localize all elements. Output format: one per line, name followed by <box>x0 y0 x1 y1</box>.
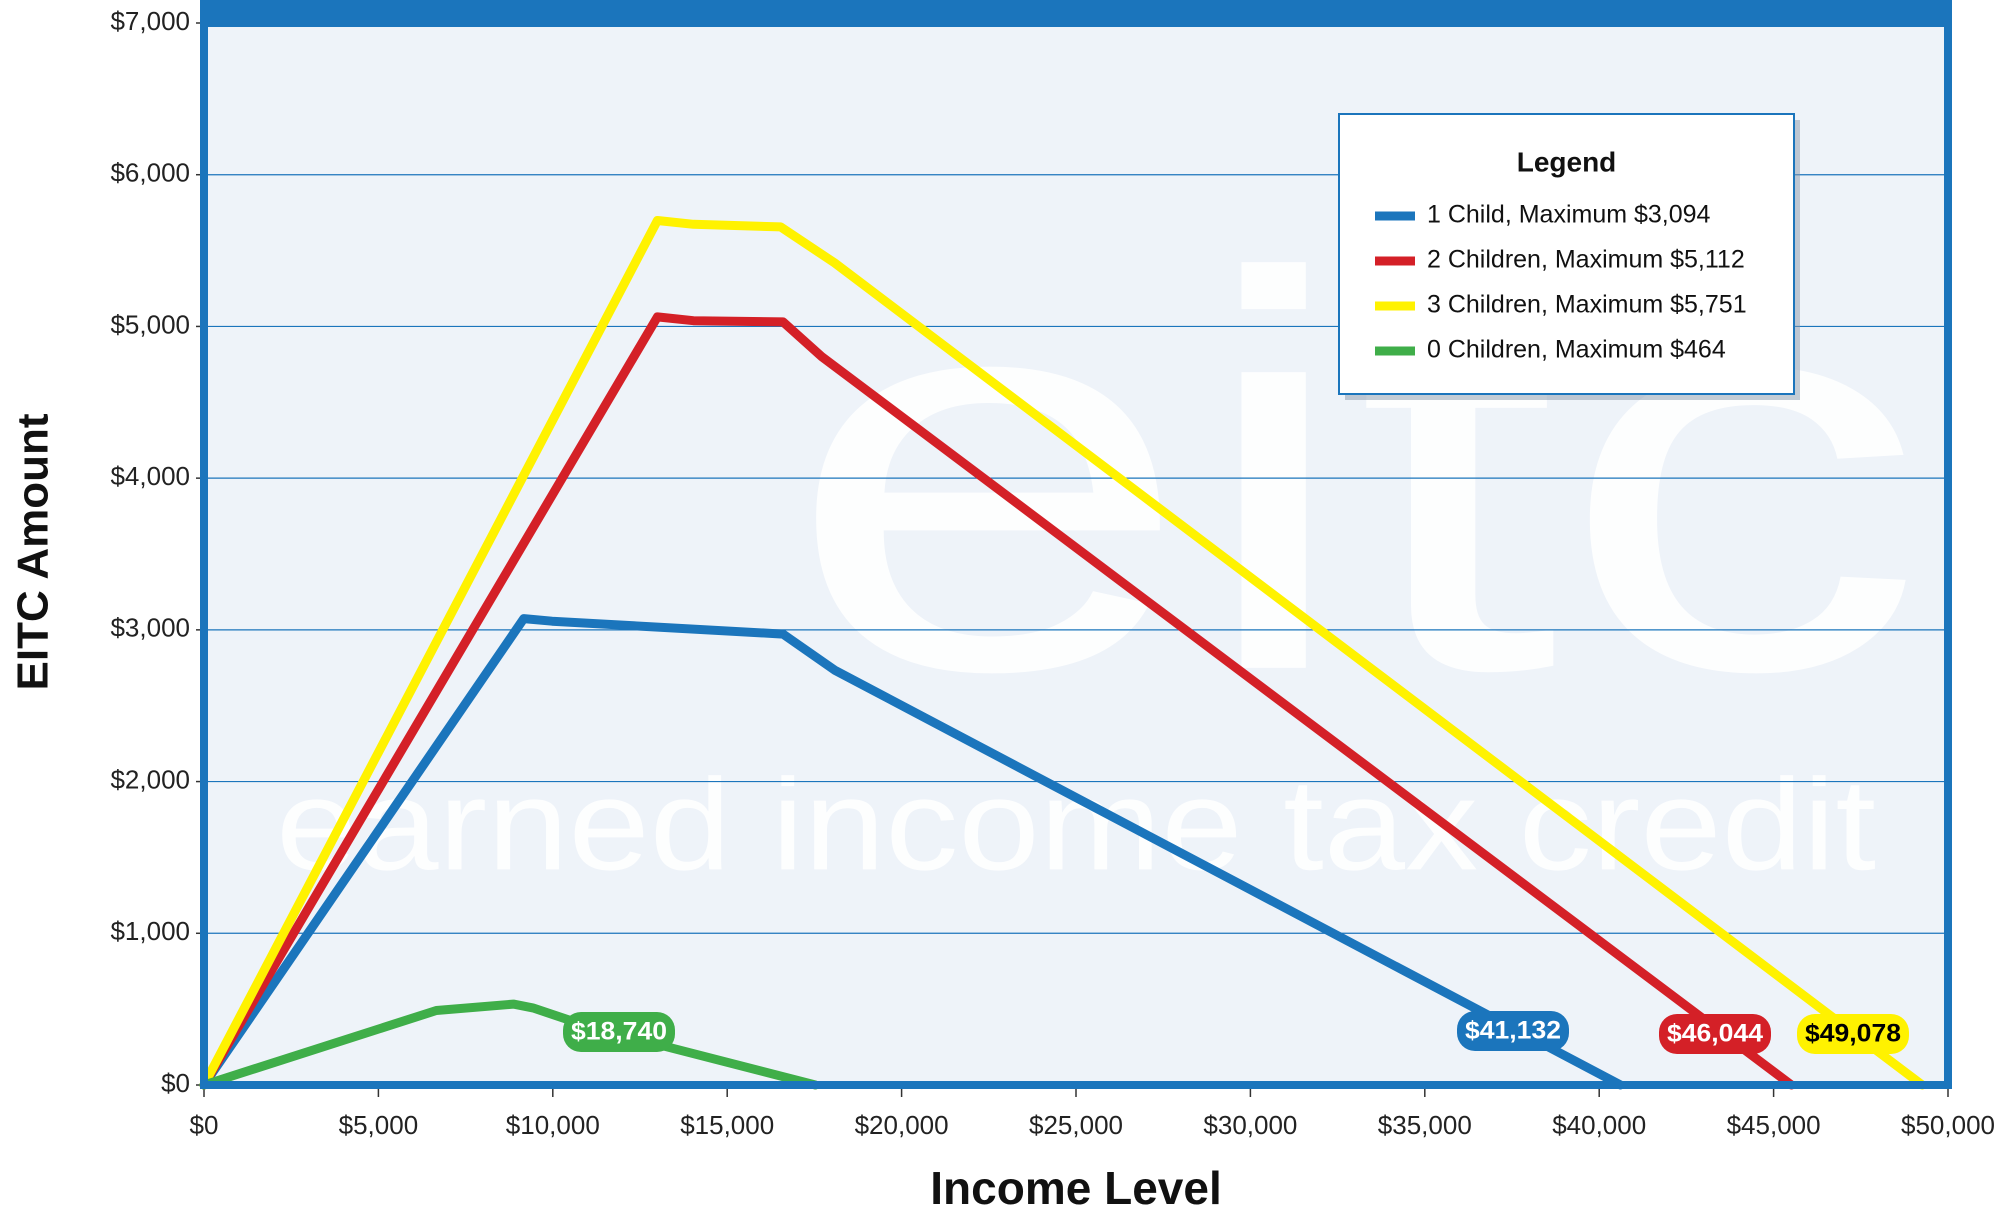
legend-title: Legend <box>1517 146 1617 177</box>
x-tick-label: $20,000 <box>855 1110 949 1140</box>
x-tick-label: $15,000 <box>680 1110 774 1140</box>
x-axis-title: Income Level <box>930 1162 1221 1211</box>
x-tick-label: $45,000 <box>1727 1110 1821 1140</box>
y-tick-label: $4,000 <box>110 461 190 491</box>
y-tick-label: $2,000 <box>110 764 190 794</box>
x-tick-label: $50,000 <box>1901 1110 1995 1140</box>
x-tick-label: $30,000 <box>1203 1110 1297 1140</box>
end-label: $41,132 <box>1465 1017 1561 1045</box>
x-tick-label: $25,000 <box>1029 1110 1123 1140</box>
y-tick-label: $0 <box>161 1068 190 1098</box>
chart: EITC Amount Income Level eitcearned inco… <box>0 0 2003 1211</box>
y-tick-label: $3,000 <box>110 613 190 643</box>
y-tick-label: $1,000 <box>110 916 190 946</box>
legend-label: 2 Children, Maximum $5,112 <box>1427 246 1745 274</box>
legend-label: 0 Children, Maximum $464 <box>1427 336 1726 364</box>
x-tick-label: $10,000 <box>506 1110 600 1140</box>
end-label: $18,740 <box>571 1018 667 1046</box>
legend-label: 1 Child, Maximum $3,094 <box>1427 201 1711 229</box>
watermark: earned income tax credit <box>276 751 1876 897</box>
frame-top <box>200 0 1952 27</box>
page: EITC Amount Income Level eitcearned inco… <box>0 0 2003 1211</box>
y-tick-label: $7,000 <box>110 6 190 36</box>
legend-label: 3 Children, Maximum $5,751 <box>1427 291 1747 319</box>
y-axis-title: EITC Amount <box>9 413 58 690</box>
y-tick-label: $5,000 <box>110 309 190 339</box>
x-tick-label: $40,000 <box>1552 1110 1646 1140</box>
end-label: $46,044 <box>1667 1020 1763 1048</box>
x-tick-label: $0 <box>190 1110 219 1140</box>
end-label: $49,078 <box>1805 1020 1901 1048</box>
x-tick-label: $35,000 <box>1378 1110 1472 1140</box>
y-tick-label: $6,000 <box>110 158 190 188</box>
x-tick-label: $5,000 <box>339 1110 419 1140</box>
